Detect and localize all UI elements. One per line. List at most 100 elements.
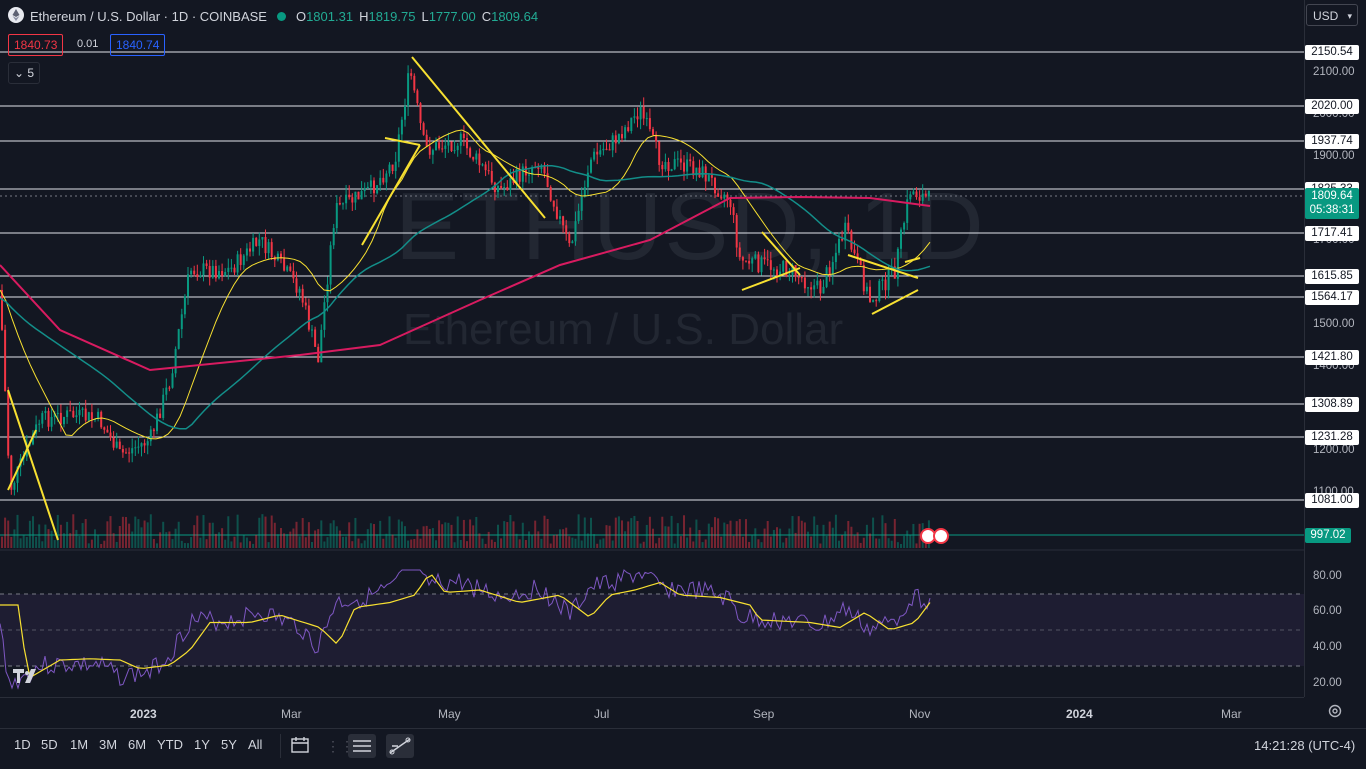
candle-body [357,191,360,200]
price-chart[interactable] [0,0,1304,697]
volume-bar [605,525,608,548]
candle-body [760,257,763,273]
settings-gear-icon[interactable] [1327,703,1343,719]
volume-bar [400,521,403,548]
volume-bar [738,519,741,548]
candle-body [267,242,270,254]
candle-body [586,172,589,188]
candle-body [605,148,608,150]
rsi-tick-label: 20.00 [1313,677,1342,689]
candle-body [283,258,286,271]
range-button-ytd[interactable]: YTD [157,737,183,752]
price-axis[interactable] [1304,0,1366,697]
clock-display[interactable]: 14:21:28 (UTC-4) [1254,738,1356,753]
volume-bar [450,524,453,548]
trend-line [361,144,421,246]
candle-body [803,277,806,289]
time-axis[interactable] [0,697,1304,726]
level-price-tag: 1308.89 [1305,397,1359,412]
last-price-tag: 1809.64 05:38:31 [1305,188,1359,219]
price-tick-label: 1500.00 [1313,318,1355,330]
indicators-toggle[interactable]: ⌄ 5 [8,62,40,84]
range-button-1m[interactable]: 1M [70,737,89,752]
volume-bar [320,520,323,548]
candle-body [896,248,899,279]
candle-body [608,149,611,151]
volume-bar [565,527,568,548]
date-range-icon[interactable] [290,735,310,758]
range-button-3m[interactable]: 3M [99,737,118,752]
drawings-icon[interactable] [386,734,414,758]
volume-bar [121,516,124,548]
volume-bar [661,516,664,548]
volume-bar [289,531,292,548]
volume-bar [314,530,317,548]
volume-bar [766,521,769,548]
candle-body [50,416,53,427]
candle-body [425,134,428,147]
candle-body [447,141,450,146]
range-button-1d[interactable]: 1D [14,737,31,752]
volume-bar [900,543,902,548]
volume-bar [202,515,205,548]
chart-area[interactable]: ETHUSD, 1D Ethereum / U.S. Dollar Ethere… [0,0,1304,697]
volume-bar [245,537,248,548]
candle-body [912,191,915,195]
symbol-title[interactable]: Ethereum / U.S. Dollar · 1D · COINBASE [30,9,267,24]
range-button-all[interactable]: All [248,737,263,752]
candle-body [518,168,521,182]
currency-select[interactable]: USD ▾ [1306,4,1358,26]
range-button-5y[interactable]: 5Y [221,737,237,752]
volume-bar [655,543,658,548]
volume-bar [413,539,416,548]
candle-body [577,210,580,222]
volume-bar [7,520,10,548]
candle-body [810,287,813,290]
candle-body [729,199,732,208]
buy-price[interactable]: 1840.74 [110,34,166,56]
volume-bar [704,539,707,548]
volume-bar [332,520,335,548]
candle-body [785,261,788,277]
candle-body [329,245,332,285]
candle-body [807,287,809,289]
volume-bar [338,530,341,548]
object-tree-icon[interactable] [348,734,376,758]
volume-bar [438,520,441,548]
candle-body [751,258,754,264]
candle-body [230,267,233,269]
volume-bar [431,528,434,548]
candle-body [202,263,205,276]
volume-bar [599,539,602,548]
volume-bar [642,541,645,548]
candle-body [689,159,692,162]
volume-bar [673,543,676,548]
candle-body [78,409,81,416]
volume-bar [748,541,751,548]
range-button-6m[interactable]: 6M [128,737,147,752]
candle-body [800,277,803,279]
toolbar-divider [280,734,281,758]
candle-body [168,387,171,389]
volume-bar [676,523,679,548]
drag-handle-icon[interactable]: ⋮⋮ [326,738,354,754]
candle-body [431,150,434,155]
volume-bar [509,514,512,548]
volume-bar [906,530,909,548]
volume-bar [707,523,710,548]
candle-body [552,200,555,207]
candle-body [320,329,323,363]
volume-bar [602,538,605,548]
candle-body [621,134,623,139]
candle-body [121,449,124,453]
volume-bar [698,530,701,548]
volume-bar [25,537,28,548]
volume-bar [56,514,59,548]
candle-body [208,265,211,278]
candle-body [466,138,468,149]
range-button-5d[interactable]: 5D [41,737,58,752]
range-button-1y[interactable]: 1Y [194,737,210,752]
sell-price[interactable]: 1840.73 [8,34,64,56]
candle-body [366,186,369,189]
volume-bar [568,536,571,548]
